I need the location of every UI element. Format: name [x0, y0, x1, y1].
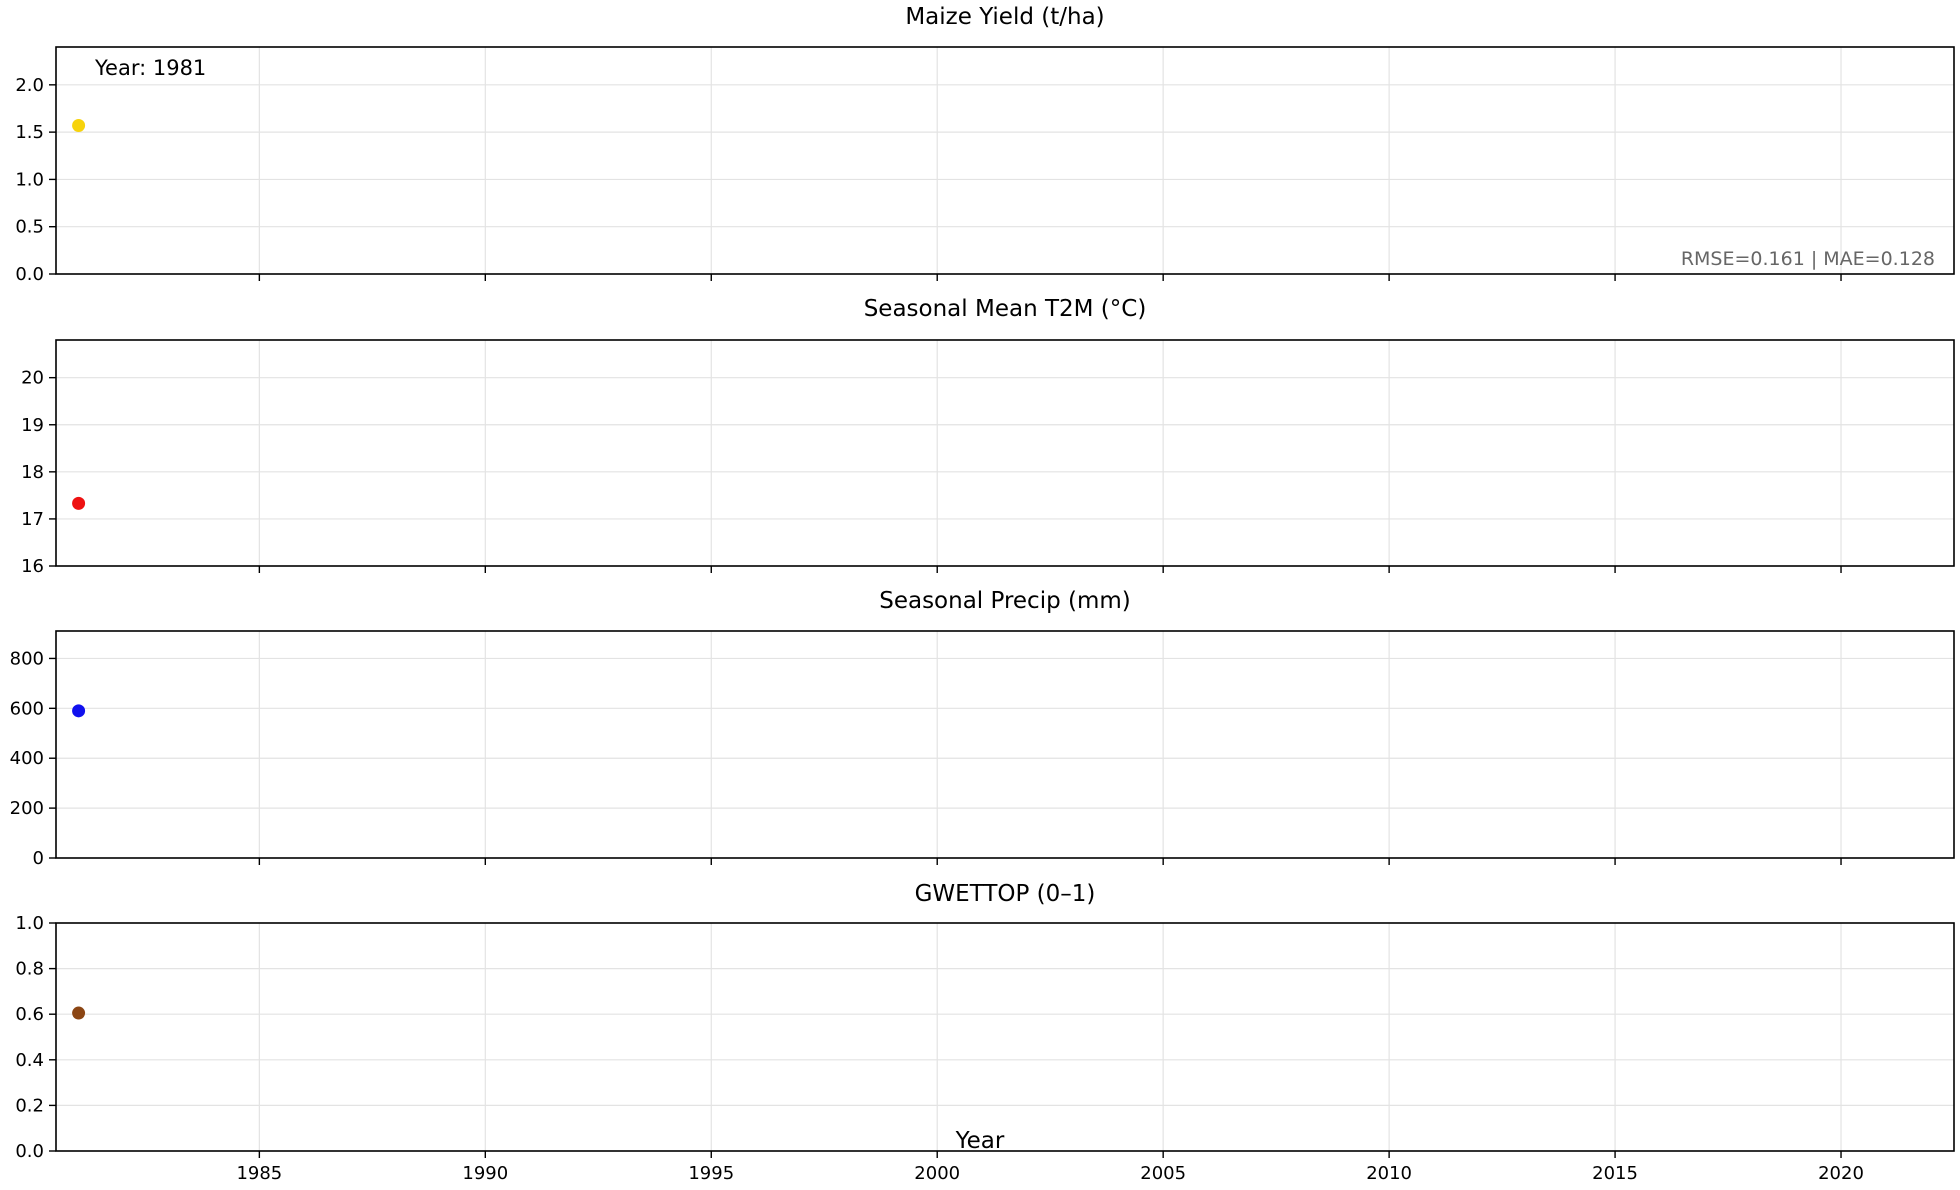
- data-point: [72, 119, 86, 133]
- chart-title: GWETTOP (0–1): [915, 881, 1096, 907]
- y-tick-label: 1.0: [15, 913, 44, 934]
- y-tick-label: 1.0: [15, 169, 44, 190]
- x-tick-label: 1985: [236, 1163, 282, 1184]
- y-tick-label: 19: [21, 415, 44, 436]
- y-tick-label: 0.2: [15, 1095, 44, 1116]
- data-point: [72, 496, 86, 510]
- y-tick-label: 0.6: [15, 1004, 44, 1025]
- chart-title: Seasonal Mean T2M (°C): [864, 296, 1147, 322]
- y-tick-label: 2.0: [15, 75, 44, 96]
- plot-frame: [55, 922, 1955, 1152]
- y-tick-label: 0: [33, 848, 44, 869]
- y-tick-label: 1.5: [15, 122, 44, 143]
- y-tick-label: 16: [21, 556, 44, 577]
- y-tick-label: 0.5: [15, 217, 44, 238]
- y-tick-label: 18: [21, 462, 44, 483]
- chart-title: Maize Yield (t/ha): [905, 4, 1104, 30]
- y-tick-label: 20: [21, 368, 44, 389]
- x-tick-label: 1995: [688, 1163, 734, 1184]
- plot-frame: [55, 630, 1955, 859]
- x-tick-label: 2015: [1592, 1163, 1638, 1184]
- x-axis-label: Year: [955, 1128, 1005, 1154]
- x-tick-label: 2020: [1818, 1163, 1864, 1184]
- metrics-annotation: RMSE=0.161 | MAE=0.128: [1681, 248, 1935, 270]
- year-annotation: Year: 1981: [94, 56, 206, 80]
- y-tick-label: 0.8: [15, 959, 44, 980]
- plot-frame: [55, 339, 1955, 567]
- x-tick-label: 2010: [1366, 1163, 1412, 1184]
- y-tick-label: 0.4: [15, 1050, 44, 1071]
- y-tick-label: 0.0: [15, 1141, 44, 1162]
- plot-frame: [55, 46, 1955, 275]
- y-tick-label: 17: [21, 509, 44, 530]
- y-tick-label: 600: [10, 698, 44, 719]
- x-tick-label: 2005: [1140, 1163, 1186, 1184]
- x-tick-label: 2000: [914, 1163, 960, 1184]
- data-point: [72, 704, 86, 718]
- data-point: [72, 1006, 86, 1020]
- y-tick-label: 800: [10, 648, 44, 669]
- y-tick-label: 200: [10, 798, 44, 819]
- x-tick-label: 1990: [462, 1163, 508, 1184]
- chart-title: Seasonal Precip (mm): [879, 588, 1131, 614]
- y-tick-label: 0.0: [15, 264, 44, 285]
- y-tick-label: 400: [10, 748, 44, 769]
